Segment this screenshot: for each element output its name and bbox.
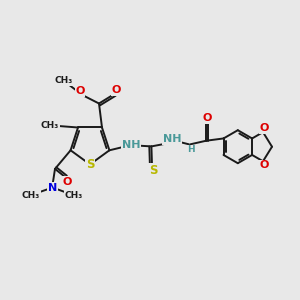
Text: O: O [202,113,212,123]
Text: S: S [149,164,157,177]
Text: CH₃: CH₃ [54,76,72,85]
Text: NH: NH [122,140,140,150]
Text: CH₃: CH₃ [22,190,40,200]
Text: O: O [260,123,269,133]
Text: H: H [188,145,195,154]
Text: O: O [111,85,121,95]
Text: CH₃: CH₃ [64,190,83,200]
Text: O: O [62,177,72,187]
Text: O: O [75,86,85,96]
Text: O: O [260,160,269,170]
Text: N: N [48,182,57,193]
Text: CH₃: CH₃ [41,121,59,130]
Text: S: S [86,158,94,171]
Text: NH: NH [163,134,182,144]
